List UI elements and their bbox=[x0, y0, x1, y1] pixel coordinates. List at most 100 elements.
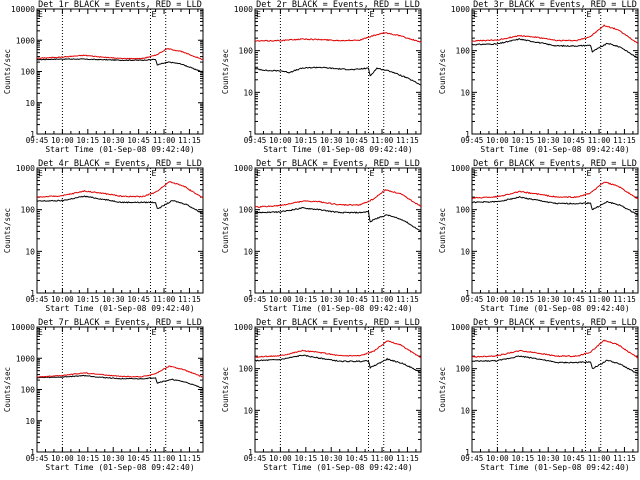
events-series-line bbox=[37, 58, 203, 73]
panel-9: Det 9r BLACK = Events, RED = LLD 1 10 100 10… bbox=[438, 318, 639, 472]
y-axis-label: Counts/sec bbox=[3, 49, 12, 94]
x-tick-label: 10:15 bbox=[295, 136, 318, 145]
panel-4: Det 4r BLACK = Events, RED = LLD 1 10 100 10… bbox=[3, 159, 204, 313]
y-tick-label: 10 bbox=[460, 88, 470, 97]
events-series-line bbox=[471, 38, 639, 59]
x-axis-label: Start Time (01-Sep-08 09:42:40) bbox=[480, 145, 629, 154]
x-tick-label: 09:45 bbox=[26, 454, 49, 463]
lld-series-line bbox=[36, 365, 204, 378]
y-axis-label: Counts/sec bbox=[3, 208, 12, 253]
y-tick-label: 1 bbox=[30, 448, 35, 457]
x-tick-label: 10:30 bbox=[102, 454, 125, 463]
x-tick-label: 10:00 bbox=[51, 136, 74, 145]
x-tick-label: 10:00 bbox=[486, 295, 509, 304]
panel-marker-e: E bbox=[586, 10, 591, 19]
x-tick-label: 10:45 bbox=[127, 295, 150, 304]
x-tick-label: 11:15 bbox=[178, 136, 201, 145]
panel-marker-e: E bbox=[256, 10, 261, 19]
events-series-line bbox=[36, 374, 204, 389]
y-tick-label: 100 bbox=[239, 47, 254, 56]
events-series-line bbox=[254, 66, 422, 86]
x-axis-label: Start Time (01-Sep-08 09:42:40) bbox=[263, 145, 412, 154]
x-tick-label: 10:30 bbox=[320, 454, 343, 463]
panel-marker-e: E bbox=[151, 328, 156, 337]
y-tick-label: 1 bbox=[465, 448, 470, 457]
x-tick-label: 11:00 bbox=[588, 295, 611, 304]
plot-frame bbox=[254, 326, 422, 453]
lld-series-line bbox=[472, 339, 639, 359]
x-tick-label: 10:15 bbox=[77, 136, 100, 145]
x-tick-label: 11:15 bbox=[613, 295, 636, 304]
y-tick-label: 1000 bbox=[451, 5, 470, 14]
panel-marker-e: E bbox=[369, 10, 374, 19]
x-tick-label: 11:00 bbox=[153, 454, 176, 463]
panel-marker-e: E bbox=[473, 328, 478, 337]
events-series-line bbox=[472, 195, 639, 216]
y-tick-label: 1 bbox=[465, 130, 470, 139]
x-tick-label: 10:45 bbox=[345, 454, 368, 463]
y-tick-label: 1 bbox=[248, 289, 253, 298]
y-tick-label: 1 bbox=[248, 130, 253, 139]
y-axis-label: Counts/sec bbox=[438, 49, 447, 94]
x-tick-label: 11:15 bbox=[396, 136, 419, 145]
y-axis-label: Counts/sec bbox=[221, 208, 230, 253]
y-tick-label: 100 bbox=[21, 206, 36, 215]
x-tick-label: 09:45 bbox=[244, 454, 267, 463]
panel-marker-e: E bbox=[473, 169, 478, 178]
panel-marker-e: E bbox=[586, 169, 591, 178]
y-tick-label: 1000 bbox=[451, 164, 470, 173]
x-tick-label: 09:45 bbox=[244, 136, 267, 145]
x-tick-label: 10:15 bbox=[77, 295, 100, 304]
x-tick-label: 10:45 bbox=[127, 136, 150, 145]
x-tick-label: 10:15 bbox=[295, 295, 318, 304]
events-series-line bbox=[36, 195, 204, 215]
x-tick-label: 10:00 bbox=[269, 295, 292, 304]
y-tick-label: 1 bbox=[30, 289, 35, 298]
x-tick-label: 10:15 bbox=[512, 454, 535, 463]
x-axis-label: Start Time (01-Sep-08 09:42:40) bbox=[45, 463, 194, 472]
plot-frame bbox=[471, 8, 639, 135]
x-axis-label: Start Time (01-Sep-08 09:42:40) bbox=[263, 304, 412, 313]
y-tick-label: 10 bbox=[243, 406, 253, 415]
x-tick-label: 11:00 bbox=[153, 295, 176, 304]
y-tick-label: 1000 bbox=[451, 323, 470, 332]
y-tick-label: 10 bbox=[25, 417, 35, 426]
y-tick-label: 100 bbox=[239, 365, 254, 374]
y-tick-label: 1000 bbox=[234, 323, 253, 332]
x-tick-label: 09:45 bbox=[26, 295, 49, 304]
panel-title: Det 1r BLACK = Events, RED = LLD bbox=[38, 0, 202, 10]
plot-frame bbox=[471, 326, 639, 453]
x-axis-label: Start Time (01-Sep-08 09:42:40) bbox=[480, 463, 629, 472]
x-axis-label: Start Time (01-Sep-08 09:42:40) bbox=[263, 463, 412, 472]
y-tick-label: 10 bbox=[25, 99, 35, 108]
x-tick-label: 10:15 bbox=[512, 136, 535, 145]
x-tick-label: 10:30 bbox=[102, 136, 125, 145]
x-tick-label: 09:45 bbox=[461, 454, 484, 463]
x-tick-label: 11:00 bbox=[371, 454, 394, 463]
plot-frame bbox=[36, 167, 204, 294]
x-tick-label: 11:15 bbox=[178, 454, 201, 463]
y-axis-label: Counts/sec bbox=[221, 49, 230, 94]
y-axis-label: Counts/sec bbox=[221, 367, 230, 412]
plot-frame bbox=[471, 167, 639, 294]
panel-7: Det 7r BLACK = Events, RED = LLD 1 10 100 10… bbox=[3, 318, 204, 472]
x-tick-label: 10:30 bbox=[320, 136, 343, 145]
x-tick-label: 11:15 bbox=[613, 136, 636, 145]
x-tick-label: 10:15 bbox=[295, 454, 318, 463]
panel-8: Det 8r BLACK = Events, RED = LLD 1 10 100 10… bbox=[221, 318, 422, 472]
y-tick-label: 1000 bbox=[16, 36, 35, 45]
panel-marker-e: E bbox=[473, 10, 478, 19]
y-tick-label: 100 bbox=[456, 47, 471, 56]
panel-2: Det 2r BLACK = Events, RED = LLD 1 10 100 10… bbox=[221, 0, 422, 154]
panel-marker-e: E bbox=[369, 169, 374, 178]
y-tick-label: 1000 bbox=[234, 164, 253, 173]
y-tick-label: 10000 bbox=[11, 5, 35, 14]
x-tick-label: 11:15 bbox=[396, 295, 419, 304]
y-tick-label: 100 bbox=[21, 386, 36, 395]
x-tick-label: 10:00 bbox=[269, 454, 292, 463]
panel-marker-e: E bbox=[369, 328, 374, 337]
panel-title: Det 6r BLACK = Events, RED = LLD bbox=[473, 159, 637, 169]
panel-title: Det 7r BLACK = Events, RED = LLD bbox=[38, 318, 202, 328]
panel-title: Det 3r BLACK = Events, RED = LLD bbox=[473, 0, 637, 10]
x-tick-label: 10:00 bbox=[51, 454, 74, 463]
